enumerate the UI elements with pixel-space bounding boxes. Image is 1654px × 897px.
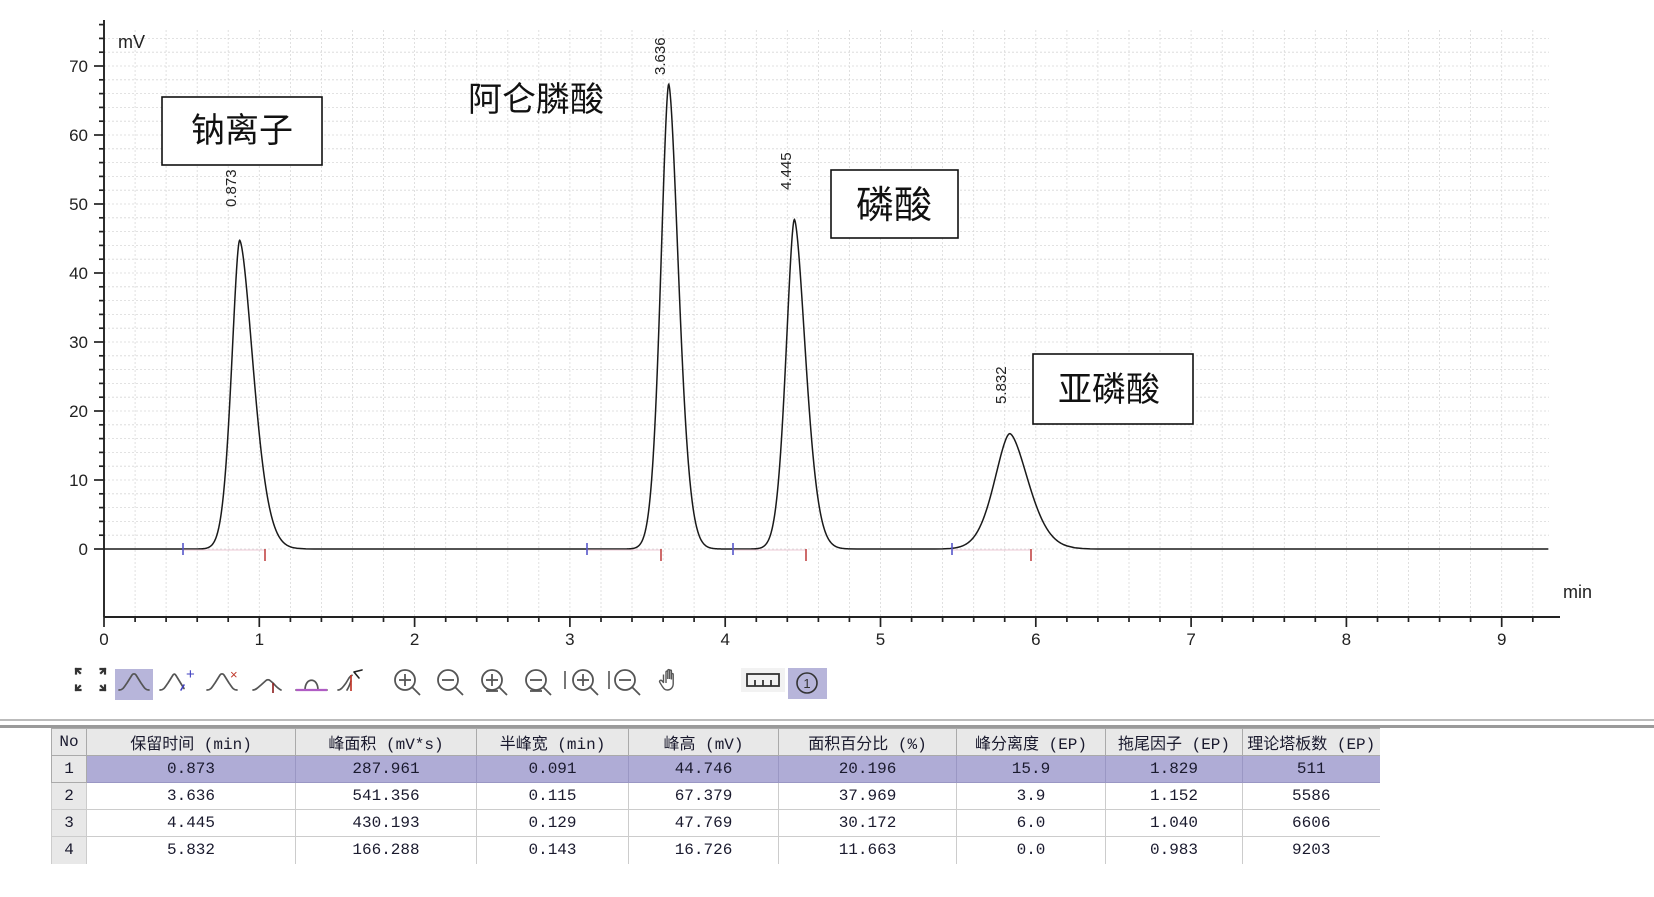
svg-text:4.445: 4.445 [778,152,795,190]
svg-text:20: 20 [69,402,88,421]
svg-text:9: 9 [1497,630,1506,649]
svg-text:min: min [1563,582,1592,602]
svg-text:0: 0 [79,540,88,559]
svg-text:70: 70 [69,57,88,76]
svg-text:mV: mV [118,32,145,52]
svg-text:4: 4 [720,630,729,649]
svg-text:阿仑膦酸: 阿仑膦酸 [468,81,604,119]
svg-text:8: 8 [1342,630,1351,649]
svg-text:×: × [230,667,238,682]
svg-text:60: 60 [69,126,88,145]
svg-text:亚磷酸: 亚磷酸 [1058,371,1160,409]
svg-text:40: 40 [69,264,88,283]
svg-text:0.873: 0.873 [223,169,240,207]
svg-text:+: + [186,666,195,683]
svg-text:7: 7 [1186,630,1195,649]
svg-text:6: 6 [1031,630,1040,649]
svg-text:3.636: 3.636 [652,37,669,75]
svg-text:5.832: 5.832 [993,366,1010,404]
svg-text:30: 30 [69,333,88,352]
svg-text:10: 10 [69,471,88,490]
svg-text:5: 5 [876,630,885,649]
svg-text:磷酸: 磷酸 [856,185,932,227]
svg-text:1: 1 [803,676,810,691]
svg-text:3: 3 [565,630,574,649]
svg-text:50: 50 [69,195,88,214]
svg-text:1: 1 [255,630,264,649]
svg-text:2: 2 [410,630,419,649]
svg-text:钠离子: 钠离子 [191,112,293,150]
svg-text:0: 0 [99,630,108,649]
